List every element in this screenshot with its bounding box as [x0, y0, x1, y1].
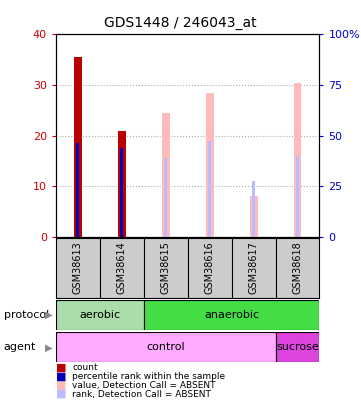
Text: count: count — [72, 363, 98, 372]
Text: ▶: ▶ — [45, 342, 52, 352]
Text: control: control — [147, 342, 185, 352]
Text: value, Detection Call = ABSENT: value, Detection Call = ABSENT — [72, 381, 216, 390]
Text: percentile rank within the sample: percentile rank within the sample — [72, 372, 225, 381]
Text: protocol: protocol — [4, 310, 49, 320]
Text: sucrose: sucrose — [276, 342, 319, 352]
Bar — [74, 57, 82, 237]
Text: GSM38615: GSM38615 — [161, 241, 171, 294]
Text: ■: ■ — [56, 362, 66, 372]
Bar — [56, 332, 275, 362]
Bar — [250, 196, 257, 237]
Bar — [162, 113, 170, 237]
Text: agent: agent — [4, 342, 36, 352]
Text: GSM38618: GSM38618 — [292, 241, 303, 294]
Text: GSM38614: GSM38614 — [117, 241, 127, 294]
Bar — [56, 300, 144, 330]
Text: GSM38617: GSM38617 — [249, 241, 258, 294]
Text: GSM38616: GSM38616 — [205, 241, 215, 294]
Text: rank, Detection Call = ABSENT: rank, Detection Call = ABSENT — [72, 390, 211, 399]
Bar — [206, 93, 214, 237]
Bar — [208, 141, 211, 237]
Bar — [275, 332, 319, 362]
Bar — [120, 148, 123, 237]
Bar — [77, 143, 79, 237]
Bar — [296, 156, 299, 237]
Bar — [164, 158, 167, 237]
Text: ■: ■ — [56, 380, 66, 390]
Bar — [293, 83, 301, 237]
Text: aerobic: aerobic — [79, 310, 121, 320]
Text: GSM38613: GSM38613 — [73, 241, 83, 294]
Text: GDS1448 / 246043_at: GDS1448 / 246043_at — [104, 16, 257, 30]
Bar — [118, 130, 126, 237]
Text: ▶: ▶ — [45, 310, 52, 320]
Bar — [252, 181, 255, 237]
Bar — [144, 300, 319, 330]
Text: ■: ■ — [56, 389, 66, 399]
Text: ■: ■ — [56, 371, 66, 381]
Text: anaerobic: anaerobic — [204, 310, 259, 320]
